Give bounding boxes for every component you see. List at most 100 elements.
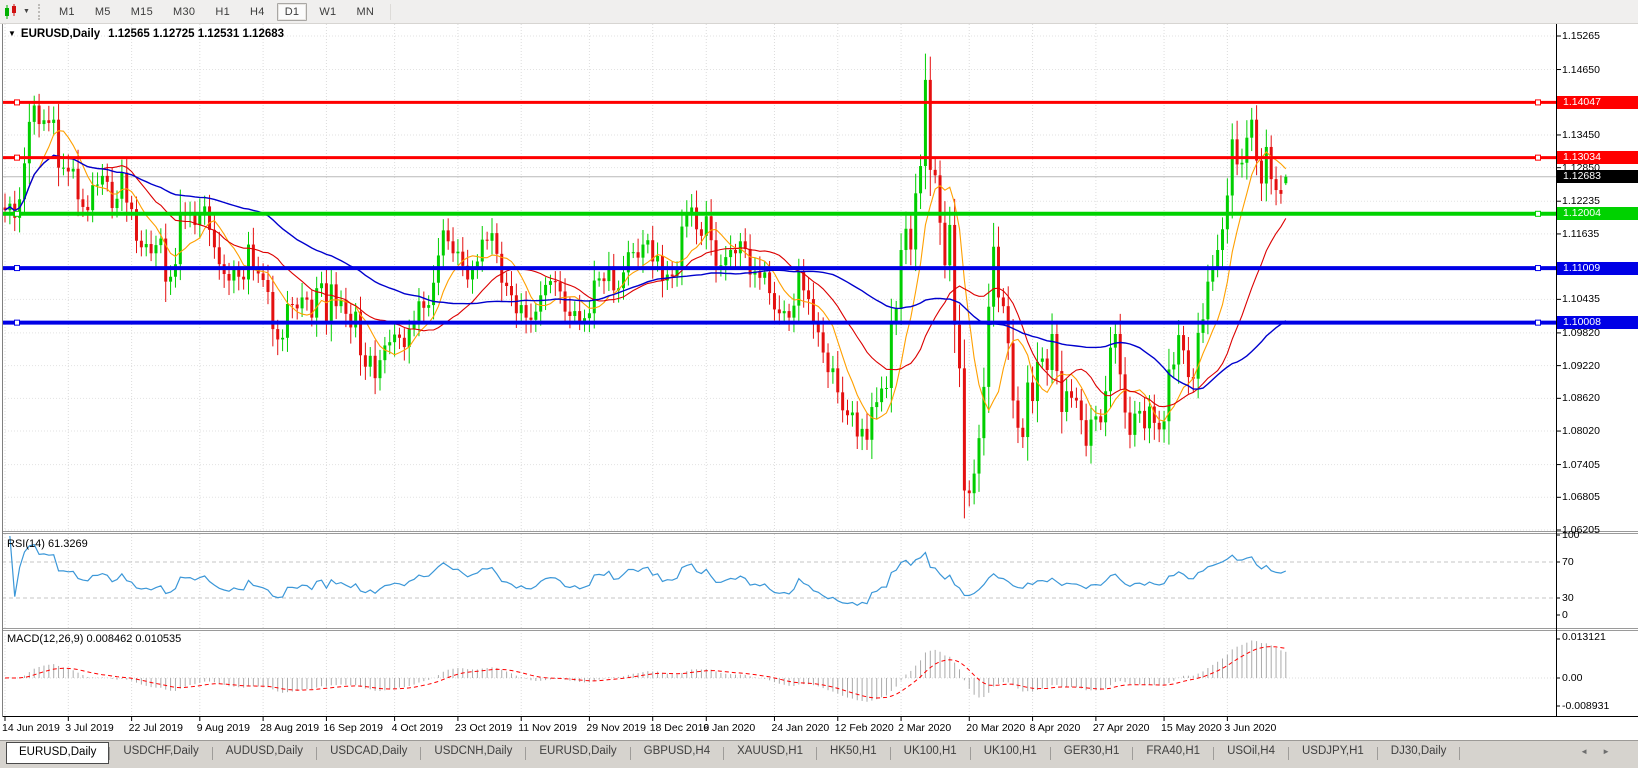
macd-scale-label: 0.00	[1562, 672, 1583, 684]
date-tick-label: 28 Aug 2019	[260, 722, 320, 734]
timeframe-button-w1[interactable]: W1	[319, 5, 337, 18]
price-tick-label: 1.08620	[1562, 392, 1600, 405]
tab-divider	[969, 747, 971, 760]
date-tick-label: 27 Apr 2020	[1092, 722, 1150, 734]
date-tick-label: 3 Jul 2019	[65, 722, 114, 734]
date-tick-label: 11 Nov 2019	[518, 722, 577, 734]
rsi-panel	[2, 535, 1556, 606]
timeframe-button-m30[interactable]: M30	[173, 5, 196, 18]
tab-divider	[1049, 747, 1051, 760]
tab-divider	[889, 747, 891, 760]
fast-ma-line	[4, 130, 1287, 422]
price-tick-label: 1.09820	[1562, 326, 1600, 339]
tab-divider	[1459, 747, 1461, 760]
price-tick-label: 1.10435	[1562, 293, 1600, 306]
level-price-label: 1.10008	[1557, 316, 1638, 330]
price-tick-label: 1.12235	[1562, 195, 1600, 208]
date-tick-label: 20 Mar 2020	[966, 722, 1026, 734]
horizontal-level-lines	[2, 99, 1556, 326]
chart-type-dropdown-caret[interactable]: ▼	[23, 8, 30, 15]
timeframe-button-m5[interactable]: M5	[94, 5, 111, 18]
chart-tab-2[interactable]: AUDUSD,Daily	[225, 745, 304, 757]
level-price-label: 1.13034	[1557, 151, 1638, 165]
date-tick-label: 18 Dec 2019	[649, 722, 710, 734]
timeframe-button-mn[interactable]: MN	[356, 5, 375, 18]
chart-tab-1[interactable]: USDCHF,Daily	[123, 745, 199, 757]
axis-tick-marks	[4, 35, 1561, 721]
chart-tab-10[interactable]: UK100,H1	[983, 745, 1037, 757]
ohlc-values: 1.12565 1.12725 1.12531 1.12683	[108, 28, 285, 40]
chart-tab-6[interactable]: GBPUSD,H4	[643, 745, 711, 757]
price-chart-canvas[interactable]	[0, 24, 1638, 740]
macd-panel	[4, 640, 1287, 702]
chart-tab-5[interactable]: EURUSD,Daily	[539, 745, 617, 757]
grid-lines	[2, 24, 1556, 717]
timeframe-button-h1[interactable]: H1	[215, 5, 231, 18]
timeframe-button-m15[interactable]: M15	[130, 5, 154, 18]
chart-tab-11[interactable]: GER30,H1	[1063, 745, 1120, 757]
price-tick-label: 1.14650	[1562, 63, 1600, 76]
date-tick-label: 2 Mar 2020	[898, 722, 952, 734]
candlestick-chart-icon[interactable]	[3, 3, 21, 20]
macd-scale-label: 0.013121	[1562, 631, 1606, 643]
date-tick-label: 16 Sep 2019	[323, 722, 383, 734]
date-tick-label: 23 Oct 2019	[454, 722, 513, 734]
tab-divider	[211, 747, 213, 760]
chart-tab-12[interactable]: FRA40,H1	[1146, 745, 1201, 757]
chart-tab-4[interactable]: USDCNH,Daily	[434, 745, 513, 757]
timeframe-button-h4[interactable]: H4	[250, 5, 265, 18]
chart-tab-15[interactable]: DJ30,Daily	[1390, 745, 1447, 757]
price-tick-label: 1.15265	[1562, 29, 1600, 42]
chart-tab-8[interactable]: HK50,H1	[829, 745, 877, 757]
date-tick-label: 8 Apr 2020	[1029, 722, 1081, 734]
date-tick-label: 4 Oct 2019	[391, 722, 443, 734]
level-price-label: 1.12004	[1557, 207, 1638, 221]
tab-scroll-right-icon[interactable]: ►	[1602, 747, 1624, 756]
slow-ma-line	[4, 154, 1287, 390]
chart-area[interactable]: ▼ EURUSD,Daily 1.12565 1.12725 1.12531 1.1…	[0, 24, 1638, 740]
chart-tab-3[interactable]: USDCAD,Daily	[330, 745, 408, 757]
level-price-label: 1.14047	[1557, 95, 1638, 109]
timeframes-toolbar: ▼ M1 M5 M15 M30 H1 H4 D1 W1 MN	[0, 0, 1638, 24]
tab-scroll-left-icon[interactable]: ◄	[1580, 747, 1603, 756]
price-tick-label: 1.09220	[1562, 359, 1600, 372]
level-price-label: 1.11009	[1557, 261, 1638, 275]
price-tick-label: 1.06805	[1562, 491, 1600, 504]
tab-divider	[1132, 747, 1134, 760]
chart-tab-14[interactable]: USDJPY,H1	[1302, 745, 1364, 757]
rsi-scale-label: 70	[1562, 556, 1574, 568]
chart-tab-0[interactable]: EURUSD,Daily	[6, 742, 110, 764]
chart-tab-13[interactable]: USOil,H4	[1227, 745, 1275, 757]
date-tick-label: 6 Jan 2020	[703, 722, 756, 734]
date-tick-label: 12 Feb 2020	[834, 722, 894, 734]
timeframe-button-m1[interactable]: M1	[58, 5, 75, 18]
rsi-scale-label: 0	[1562, 609, 1568, 621]
toolbar-drag-handle[interactable]	[37, 3, 43, 20]
tab-divider	[316, 747, 318, 760]
chart-tab-7[interactable]: XAUUSD,H1	[737, 745, 803, 757]
tab-divider	[1288, 747, 1289, 760]
symbol-dropdown-icon[interactable]: ▼	[8, 29, 16, 38]
rsi-indicator-label: RSI(14) 61.3269	[7, 538, 88, 550]
chart-tab-9[interactable]: UK100,H1	[903, 745, 957, 757]
tab-scroll-arrows[interactable]: ◄►	[1580, 747, 1624, 756]
date-tick-label: 29 Nov 2019	[586, 722, 646, 734]
symbol-period-label: EURUSD,Daily	[20, 28, 101, 40]
tab-divider	[815, 747, 817, 760]
price-tick-label: 1.11635	[1562, 227, 1600, 240]
price-tick-label: 1.08020	[1562, 425, 1600, 438]
tab-divider	[109, 747, 111, 760]
toolbar-divider	[390, 3, 392, 20]
date-tick-label: 24 Jan 2020	[771, 722, 830, 734]
timeframe-button-group: M1 M5 M15 M30 H1 H4 D1 W1 MN	[49, 2, 384, 21]
chart-title: ▼ EURUSD,Daily 1.12565 1.12725 1.12531 1.1…	[8, 28, 284, 40]
tab-divider	[629, 747, 631, 760]
date-tick-label: 9 Aug 2019	[196, 722, 250, 734]
macd-scale-label: -0.008931	[1562, 700, 1610, 712]
tab-divider	[1213, 747, 1215, 760]
date-tick-label: 14 Jun 2019	[2, 722, 60, 734]
panel-borders	[2, 24, 1638, 717]
rsi-scale-label: 100	[1562, 529, 1580, 541]
timeframe-button-d1[interactable]: D1	[276, 2, 308, 21]
